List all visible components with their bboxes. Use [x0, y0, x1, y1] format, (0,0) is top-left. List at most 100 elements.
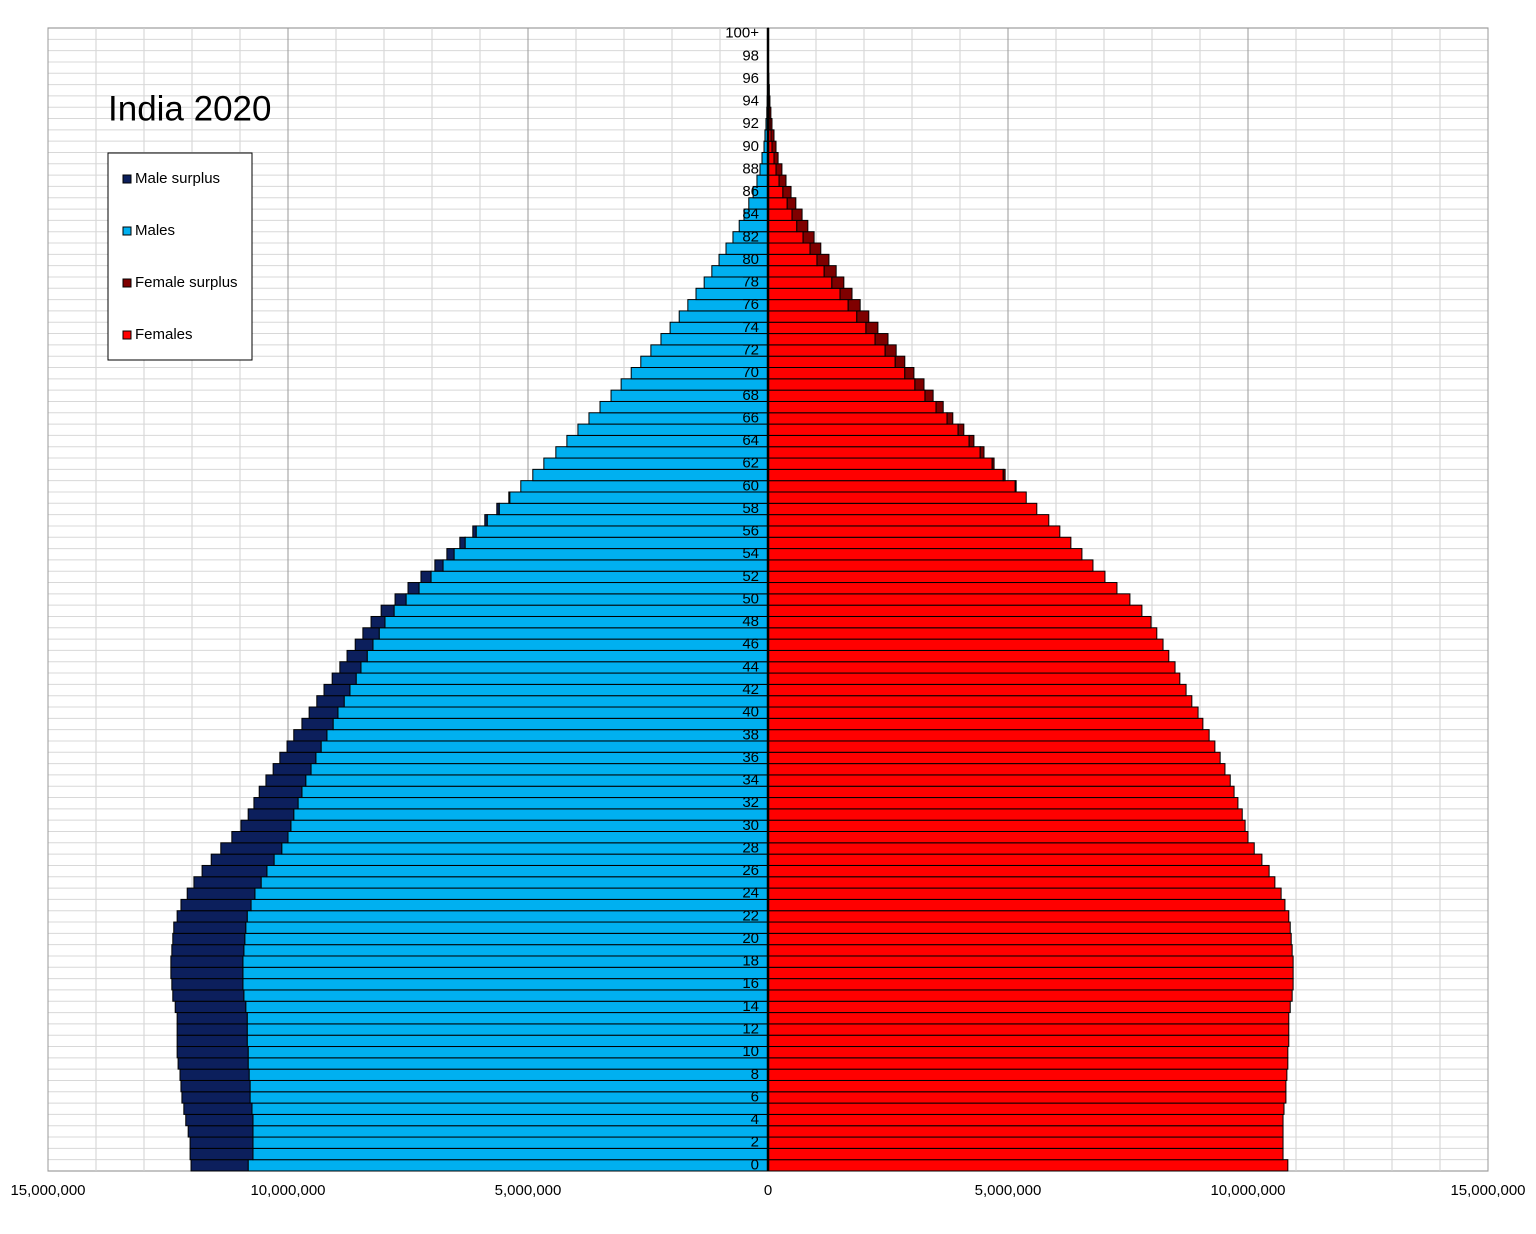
y-tick-label: 24	[742, 885, 759, 902]
bar	[326, 729, 769, 742]
y-tick-label: 78	[742, 274, 759, 291]
bar	[332, 717, 769, 731]
x-tick-label: 15,000,000	[10, 1182, 85, 1199]
bar	[767, 310, 858, 323]
bar	[767, 502, 1038, 516]
bar	[265, 774, 307, 787]
bar	[176, 1012, 248, 1025]
bar	[809, 242, 822, 255]
y-tick-label: 94	[742, 93, 759, 110]
bar	[496, 502, 500, 516]
bar	[767, 649, 1170, 663]
bar	[767, 819, 1246, 832]
bar	[767, 1079, 1287, 1093]
bar	[767, 208, 793, 221]
bar	[767, 1159, 1289, 1172]
bar	[301, 785, 769, 799]
y-tick-label: 82	[742, 228, 759, 245]
bar	[180, 898, 252, 912]
bar	[767, 661, 1176, 674]
y-tick-label: 68	[742, 387, 759, 404]
bar	[711, 265, 769, 278]
bar	[180, 1079, 251, 1093]
bar	[346, 649, 368, 663]
bar	[839, 287, 853, 301]
bar	[380, 604, 395, 617]
y-tick-label: 58	[742, 500, 759, 517]
axes: 15,000,000 10,000,000 5,000,000 0 5,000,000 1…	[10, 25, 1525, 1199]
y-tick-label: 44	[742, 658, 759, 675]
bar	[767, 966, 1294, 980]
bar	[509, 491, 769, 504]
bar	[767, 797, 1239, 810]
y-tick-label: 2	[751, 1134, 759, 1151]
bar	[767, 276, 833, 289]
bar	[767, 378, 916, 391]
bar	[767, 446, 981, 459]
bar	[786, 197, 797, 210]
bar	[770, 129, 775, 142]
bar	[354, 638, 374, 651]
bar	[378, 627, 769, 640]
bar	[231, 830, 289, 844]
y-tick-label: 74	[742, 319, 759, 336]
bar	[767, 219, 798, 233]
bar	[767, 321, 867, 335]
bar	[1002, 468, 1006, 482]
bar	[242, 966, 769, 980]
bar	[767, 774, 1231, 787]
bar	[245, 921, 769, 934]
bar	[407, 582, 420, 595]
bar	[266, 864, 769, 878]
y-tick-label: 66	[742, 409, 759, 426]
bar	[245, 1000, 769, 1014]
bar	[248, 1068, 769, 1081]
bar	[260, 876, 769, 889]
y-tick-label: 90	[742, 138, 759, 155]
y-tick-label: 38	[742, 726, 759, 743]
bar	[293, 729, 328, 742]
y-tick-label: 70	[742, 364, 759, 381]
bar	[767, 389, 926, 402]
y-tick-label: 12	[742, 1021, 759, 1038]
bar	[453, 548, 769, 561]
bar	[767, 978, 1294, 991]
bar	[252, 1125, 769, 1138]
y-tick-label: 20	[742, 930, 759, 947]
bar	[394, 593, 407, 606]
bar	[372, 638, 769, 651]
bar	[767, 864, 1270, 878]
bar	[767, 1091, 1287, 1104]
y-tick-label: 56	[742, 523, 759, 540]
bar	[767, 1125, 1284, 1138]
bar	[767, 423, 959, 436]
bar	[355, 672, 769, 685]
legend-swatch	[122, 174, 132, 184]
y-tick-label: 16	[742, 975, 759, 992]
y-tick-label: 32	[742, 794, 759, 811]
bar	[172, 989, 245, 1002]
bar	[823, 265, 837, 278]
x-tick-label: 10,000,000	[1210, 1182, 1285, 1199]
y-tick-label: 50	[742, 590, 759, 607]
y-tick-label: 4	[751, 1111, 759, 1128]
bar	[796, 219, 809, 233]
bar	[968, 434, 975, 448]
bar	[767, 910, 1290, 923]
bar	[991, 457, 995, 470]
bar	[287, 830, 769, 844]
bar	[293, 808, 769, 821]
bar	[185, 1113, 254, 1127]
bar	[242, 978, 769, 991]
bar	[360, 661, 769, 674]
bar	[767, 785, 1235, 799]
bar	[767, 1068, 1288, 1081]
y-tick-label: 62	[742, 455, 759, 472]
bar	[946, 412, 954, 425]
bar	[767, 287, 841, 301]
bar	[767, 299, 849, 312]
y-tick-label: 100+	[725, 25, 759, 42]
bar	[243, 944, 769, 957]
legend-swatch	[122, 226, 132, 236]
